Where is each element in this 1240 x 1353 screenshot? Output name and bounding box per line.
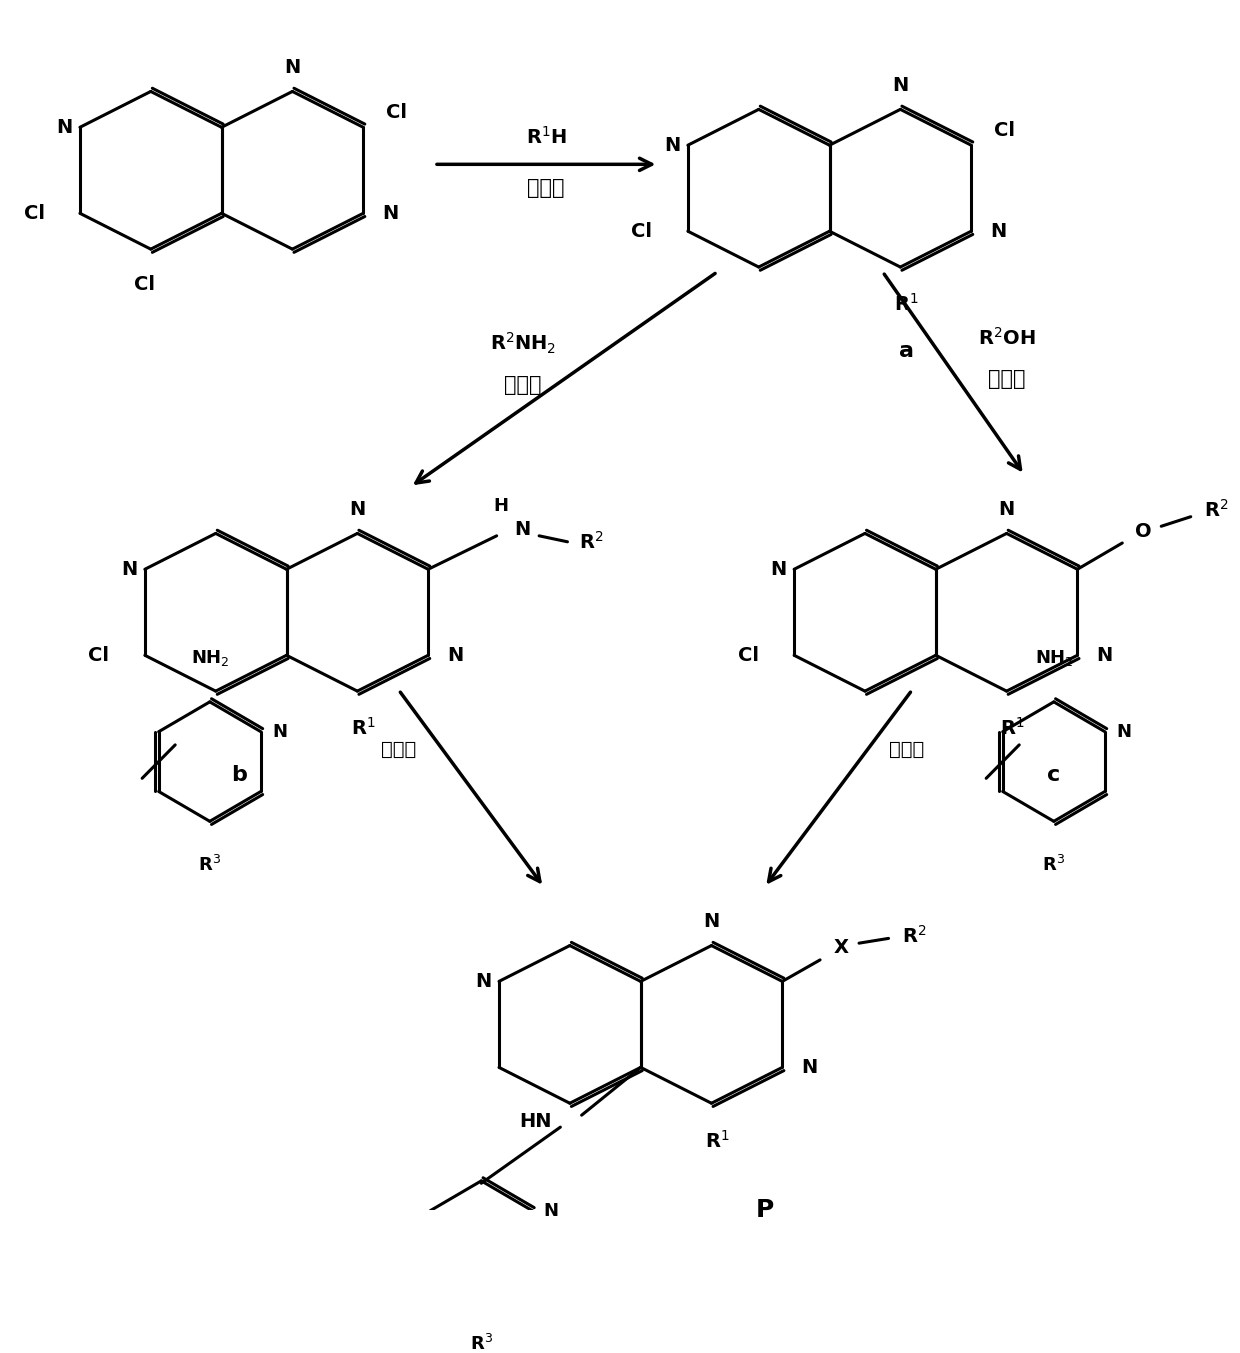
Text: Cl: Cl — [24, 204, 45, 223]
Text: R$^3$: R$^3$ — [470, 1334, 492, 1353]
Text: Cl: Cl — [88, 645, 109, 664]
Text: NH$_2$: NH$_2$ — [1034, 648, 1073, 668]
Text: a: a — [899, 341, 914, 361]
Text: R$^2$NH$_2$: R$^2$NH$_2$ — [490, 331, 556, 356]
Text: 步骤三: 步骤三 — [889, 740, 924, 759]
Text: Cl: Cl — [134, 276, 155, 295]
Text: N: N — [284, 58, 300, 77]
Text: b: b — [232, 766, 247, 785]
Text: 步骤二: 步骤二 — [988, 369, 1025, 390]
Text: N: N — [448, 645, 464, 664]
Text: N: N — [998, 501, 1014, 520]
Text: N: N — [770, 560, 787, 579]
Text: NH$_2$: NH$_2$ — [191, 648, 229, 668]
Text: N: N — [544, 1201, 559, 1220]
Text: N: N — [1116, 723, 1131, 740]
Text: N: N — [475, 971, 492, 990]
Text: N: N — [273, 723, 288, 740]
Text: c: c — [1048, 766, 1060, 785]
Text: 步骤三: 步骤三 — [381, 740, 417, 759]
Text: 步骤一: 步骤一 — [527, 179, 565, 198]
Text: HN: HN — [520, 1112, 552, 1131]
Text: R$^1$: R$^1$ — [706, 1130, 729, 1151]
Text: Cl: Cl — [993, 122, 1014, 141]
Text: H: H — [494, 497, 508, 515]
Text: R$^2$: R$^2$ — [579, 530, 604, 553]
Text: O: O — [1135, 521, 1152, 541]
Text: X: X — [833, 939, 849, 958]
Text: N: N — [801, 1058, 817, 1077]
Text: N: N — [893, 76, 909, 95]
Text: P: P — [755, 1197, 774, 1222]
Text: R$^1$H: R$^1$H — [526, 126, 567, 147]
Text: N: N — [57, 118, 73, 137]
Text: N: N — [382, 204, 398, 223]
Text: R$^3$: R$^3$ — [198, 855, 221, 875]
Text: 步骤二: 步骤二 — [503, 375, 542, 395]
Text: N: N — [991, 222, 1007, 241]
Text: N: N — [665, 135, 681, 154]
Text: Cl: Cl — [738, 645, 759, 664]
Text: N: N — [350, 501, 366, 520]
Text: R$^1$: R$^1$ — [351, 717, 376, 739]
Text: Cl: Cl — [631, 222, 652, 241]
Text: Cl: Cl — [386, 103, 407, 123]
Text: R$^2$: R$^2$ — [1204, 499, 1229, 521]
Text: N: N — [703, 912, 719, 931]
Text: R$^1$: R$^1$ — [894, 294, 919, 315]
Text: R$^3$: R$^3$ — [1043, 855, 1065, 875]
Text: R$^2$OH: R$^2$OH — [978, 326, 1035, 349]
Text: N: N — [515, 521, 531, 540]
Text: N: N — [1096, 645, 1112, 664]
Text: N: N — [122, 560, 138, 579]
Text: R$^2$: R$^2$ — [903, 925, 926, 947]
Text: R$^1$: R$^1$ — [1001, 717, 1024, 739]
